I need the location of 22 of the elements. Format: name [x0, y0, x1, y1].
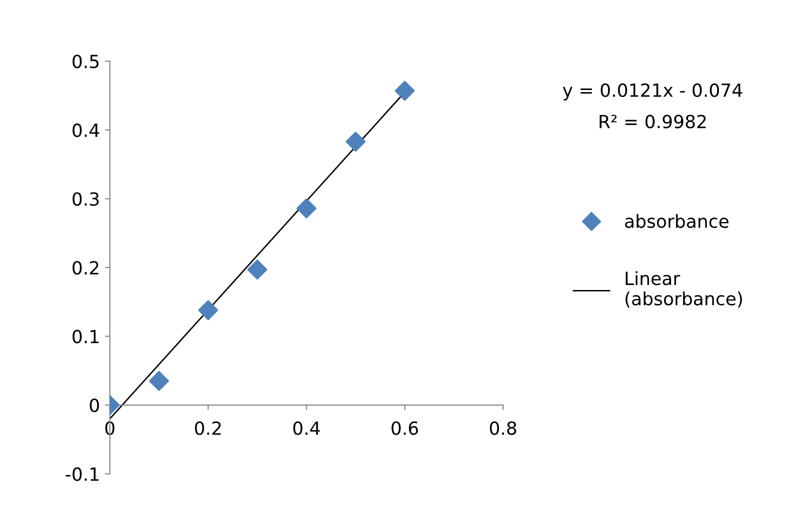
- x-tick-label: 0.4: [293, 421, 320, 436]
- y-tick-label: 0.5: [72, 54, 99, 68]
- y-tick-label: 0.2: [72, 260, 98, 275]
- legend-label: absorbance: [625, 214, 728, 228]
- y-tick-label: 0.4: [72, 123, 100, 138]
- x-tick-label: 0: [105, 421, 114, 436]
- x-tick-label: 0.8: [490, 421, 516, 436]
- point: [247, 260, 268, 280]
- y-tick-label: 0.1: [72, 330, 98, 344]
- text: y = 0.0121x - 0.074: [562, 83, 742, 101]
- y-tick-label: -0.1: [66, 467, 98, 481]
- point: [148, 370, 170, 392]
- point: [198, 300, 218, 320]
- point: [394, 80, 415, 101]
- y-tick-label: 0.3: [72, 192, 99, 206]
- legend-label: Linear (absorbance): [626, 271, 742, 308]
- point: [346, 132, 366, 152]
- x-tick-label: 0.6: [392, 421, 418, 436]
- point: [296, 198, 316, 218]
- y-tick-label: 0: [90, 398, 99, 412]
- x-tick-label: 0.2: [194, 421, 221, 436]
- text: R² = 0.9982: [600, 114, 706, 128]
